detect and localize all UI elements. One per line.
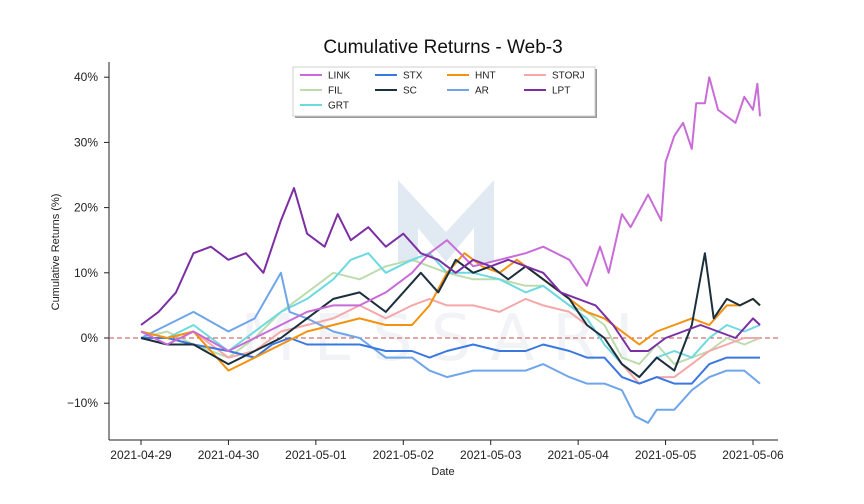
y-tick-label: 10% [74, 266, 98, 280]
y-tick-label: 40% [74, 70, 98, 84]
series-group [140, 76, 761, 424]
legend: LINK FIL GRT STX SC HNT AR STORJ LPT [292, 66, 597, 118]
series-line-link [140, 76, 761, 352]
chart-title: Cumulative Returns - Web-3 [323, 37, 562, 58]
series-line-sc [140, 252, 761, 379]
y-axis-label: Cumulative Returns (%) [50, 194, 62, 311]
y-tick-label: 30% [74, 135, 98, 149]
legend-label-storj: STORJ [552, 71, 585, 82]
x-tick-label: 2021-04-29 [110, 448, 172, 462]
x-tick-label: 2021-05-02 [373, 448, 435, 462]
legend-label-sc: SC [403, 86, 417, 97]
legend-label-stx: STX [403, 71, 423, 82]
legend-label-link: LINK [328, 71, 351, 82]
x-tick-label: 2021-05-06 [722, 448, 784, 462]
series-line-ar [140, 271, 761, 424]
y-tick-label: 0% [81, 331, 99, 345]
x-tick-label: 2021-04-30 [198, 448, 260, 462]
series-line-storj [140, 297, 760, 385]
series-line-stx [141, 337, 760, 385]
y-tick-label: −10% [67, 396, 98, 410]
legend-label-lpt: LPT [552, 86, 570, 97]
x-tick-label: 2021-05-03 [460, 448, 522, 462]
x-axis-label: Date [431, 466, 454, 478]
y-tick-group: −10% 0% 10% 20% 30% 40% [67, 70, 109, 410]
legend-label-hnt: HNT [475, 71, 496, 82]
legend-label-fil: FIL [328, 86, 343, 97]
watermark-logo: MESSARI [240, 180, 651, 376]
series-line-hnt [140, 252, 761, 372]
x-tick-label: 2021-05-01 [285, 448, 347, 462]
watermark-text: MESSARI [240, 302, 651, 376]
legend-label-ar: AR [475, 86, 489, 97]
legend-items: LINK FIL GRT STX SC HNT AR STORJ LPT [300, 71, 585, 112]
x-tick-label: 2021-05-05 [635, 448, 697, 462]
x-tick-label: 2021-05-04 [547, 448, 609, 462]
x-tick-group: 2021-04-29 2021-04-30 2021-05-01 2021-05-02… [110, 440, 784, 462]
series-line-grt [141, 252, 761, 379]
legend-label-grt: GRT [328, 101, 349, 112]
series-line-lpt [140, 187, 761, 352]
y-tick-label: 20% [74, 201, 98, 215]
